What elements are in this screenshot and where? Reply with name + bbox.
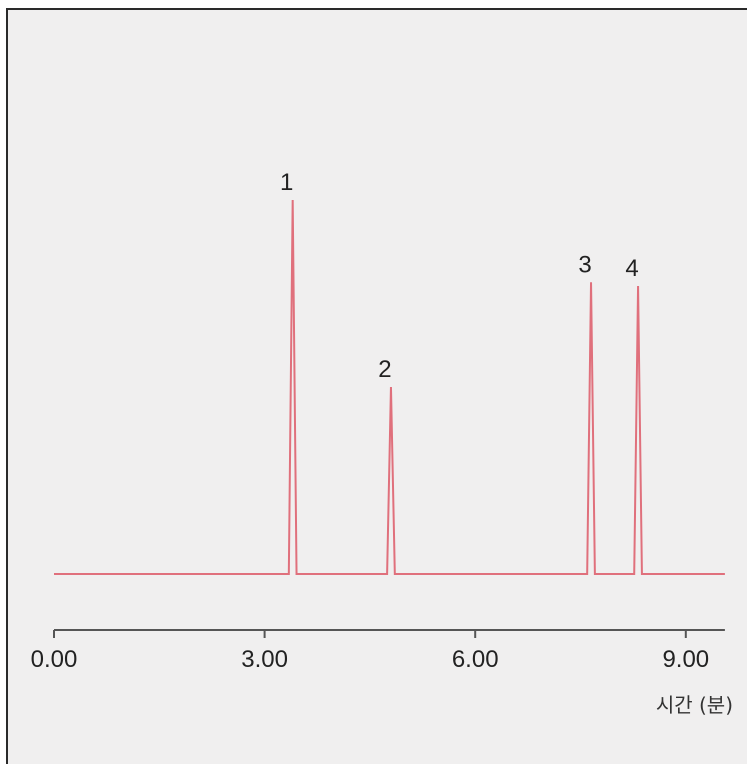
x-axis-ticks	[53, 630, 687, 638]
x-axis-tick-labels: 0.00 3.00 6.00 9.00	[31, 646, 710, 673]
peak-label: 2	[378, 356, 391, 383]
x-tick-label: 0.00	[31, 646, 78, 673]
x-tick-label: 9.00	[662, 646, 709, 673]
x-axis-title: 시간 (분)	[656, 693, 733, 717]
peak-label: 4	[625, 255, 638, 282]
peak-label: 1	[280, 169, 293, 196]
chromatogram-trace	[54, 199, 725, 575]
peak-labels: 1 2 3 4	[280, 169, 639, 383]
x-tick-label: 6.00	[452, 646, 499, 673]
peak-label: 3	[578, 251, 591, 278]
chart-frame	[6, 8, 747, 764]
x-tick-label: 3.00	[241, 646, 288, 673]
